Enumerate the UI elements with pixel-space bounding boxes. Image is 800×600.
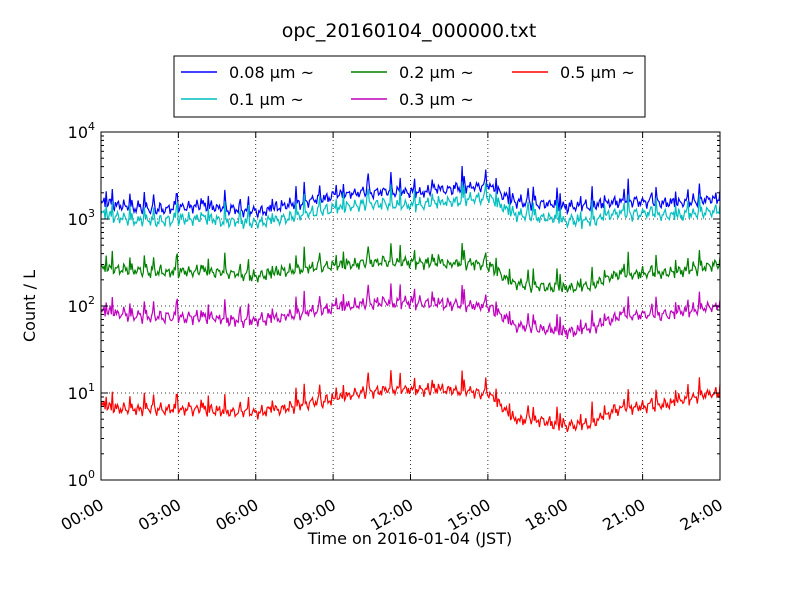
y-tick-label: 100 bbox=[68, 468, 95, 490]
x-axis-label: Time on 2016-01-04 (JST) bbox=[307, 529, 512, 548]
legend-label-3: 0.2 μm ~ bbox=[399, 63, 474, 82]
legend-box bbox=[173, 55, 646, 118]
y-tick-label: 103 bbox=[68, 207, 95, 229]
y-axis: 100 101 102 103 104 bbox=[68, 120, 720, 490]
series-line-1 bbox=[100, 165, 721, 218]
series-line-4 bbox=[100, 283, 721, 340]
y-tick-label: 101 bbox=[68, 381, 95, 403]
legend-label-1: 0.08 μm ~ bbox=[229, 63, 314, 82]
series-line-3 bbox=[100, 242, 721, 294]
y-tick-label: 102 bbox=[68, 294, 95, 316]
chart-title: opc_20160104_000000.txt bbox=[282, 20, 537, 42]
legend-label-2: 0.1 μm ~ bbox=[229, 90, 304, 109]
series-line-2 bbox=[100, 181, 721, 230]
legend: 0.08 μm ~ 0.1 μm ~ 0.2 μm ~ 0.3 μm ~ 0.5 μm … bbox=[173, 55, 646, 118]
series-lines bbox=[100, 165, 721, 433]
y-tick-label: 104 bbox=[68, 120, 95, 142]
y-axis-label: Count / L bbox=[20, 270, 39, 342]
legend-label-5: 0.5 μm ~ bbox=[560, 63, 635, 82]
legend-label-4: 0.3 μm ~ bbox=[399, 90, 474, 109]
series-line-5 bbox=[100, 370, 721, 433]
